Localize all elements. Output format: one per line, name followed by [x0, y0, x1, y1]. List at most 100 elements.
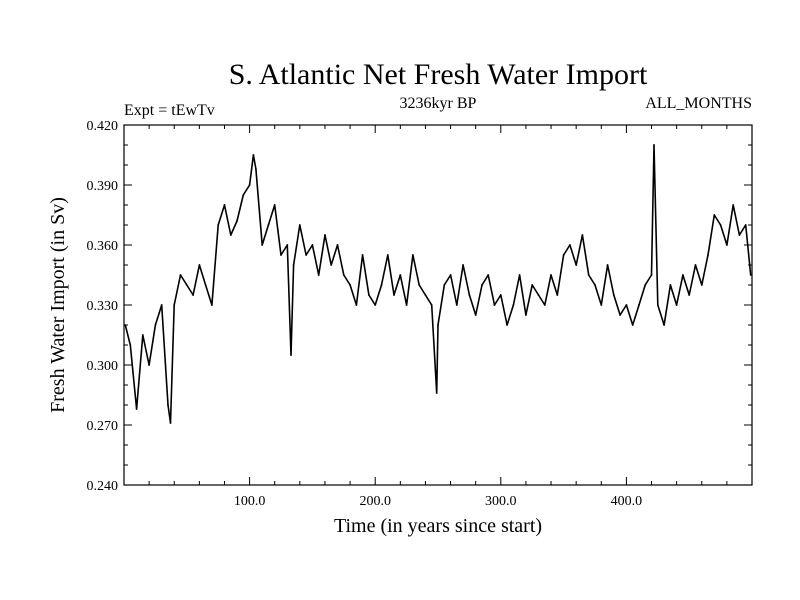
chart-title: S. Atlantic Net Fresh Water Import: [229, 58, 648, 91]
data-point: [738, 234, 741, 236]
data-point: [653, 144, 655, 146]
data-point: [619, 314, 621, 316]
data-point: [236, 220, 238, 222]
data-layer: [124, 144, 752, 424]
data-point: [169, 422, 172, 424]
data-point: [600, 304, 603, 306]
data-point: [412, 254, 414, 256]
data-point: [248, 184, 251, 186]
data-point: [481, 284, 483, 286]
data-point: [386, 254, 389, 256]
data-point: [179, 274, 182, 276]
x-tick-label: 400.0: [611, 494, 643, 509]
data-point: [342, 274, 345, 276]
data-point: [361, 254, 364, 256]
x-axis-label: Time (in years since start): [334, 515, 542, 537]
data-point: [255, 168, 257, 170]
data-point: [575, 264, 578, 266]
data-point: [631, 324, 634, 326]
data-point: [280, 254, 282, 256]
x-tick-label: 200.0: [359, 494, 391, 509]
data-point: [518, 274, 521, 276]
data-point: [726, 244, 728, 246]
data-point: [261, 244, 264, 246]
data-point: [663, 324, 665, 326]
data-point: [587, 274, 590, 276]
data-point: [211, 304, 213, 306]
data-point: [675, 304, 678, 306]
data-point: [719, 224, 722, 226]
data-point: [324, 234, 326, 236]
data-point: [449, 274, 452, 276]
data-point: [688, 294, 691, 296]
data-point: [223, 204, 226, 206]
data-point: [556, 294, 559, 296]
data-point: [286, 244, 289, 246]
data-point: [217, 224, 220, 226]
data-point: [273, 204, 276, 206]
data-point: [443, 284, 446, 286]
data-point: [744, 224, 747, 226]
data-point: [292, 264, 295, 266]
data-point: [537, 294, 540, 296]
data-point: [252, 154, 255, 156]
data-point: [405, 304, 408, 306]
y-tick-label: 0.300: [87, 359, 119, 374]
data-point: [298, 224, 301, 226]
data-point: [732, 204, 735, 206]
data-point: [399, 274, 402, 276]
data-point: [204, 284, 207, 286]
data-point: [330, 264, 333, 266]
data-point: [455, 304, 458, 306]
series-line-0: [124, 144, 752, 424]
plot-frame: [123, 124, 753, 486]
data-point: [242, 194, 245, 196]
data-point: [311, 244, 314, 246]
data-point: [550, 274, 552, 276]
data-point: [644, 284, 647, 286]
data-point: [606, 264, 609, 266]
data-point: [349, 284, 351, 286]
y-tick-label: 0.420: [87, 119, 119, 134]
data-point: [569, 244, 571, 246]
data-point: [317, 274, 320, 276]
data-point: [713, 214, 716, 216]
data-point: [707, 254, 709, 256]
data-point: [336, 244, 339, 246]
data-point: [594, 284, 596, 286]
data-point: [173, 304, 176, 306]
y-tick-label: 0.330: [87, 299, 119, 314]
data-point: [749, 274, 752, 276]
data-point: [525, 314, 527, 316]
data-point: [374, 304, 377, 306]
data-point: [430, 304, 433, 306]
data-point: [368, 294, 370, 296]
data-point: [154, 324, 157, 326]
data-point: [682, 274, 684, 276]
data-point: [650, 274, 653, 276]
data-point: [167, 404, 169, 406]
data-point: [380, 284, 383, 286]
data-point: [435, 392, 438, 394]
data-point: [499, 294, 502, 296]
data-point: [185, 284, 188, 286]
data-point: [612, 294, 615, 296]
data-point: [393, 294, 395, 296]
months-label: ALL_MONTHS: [645, 95, 752, 112]
data-point: [135, 408, 138, 410]
axes-layer: 100.0 200.0 300.0 400.0 0.240 0.270 0.300 0.330…: [87, 119, 752, 509]
data-point: [141, 334, 144, 336]
data-point: [148, 364, 151, 366]
data-point: [468, 294, 471, 296]
data-point: [437, 324, 439, 326]
data-point: [531, 284, 534, 286]
y-tick-label: 0.390: [87, 179, 119, 194]
data-point: [512, 304, 515, 306]
data-point: [192, 294, 195, 296]
data-point: [418, 284, 421, 286]
data-point: [305, 254, 307, 256]
data-point: [290, 354, 292, 356]
data-point: [656, 304, 659, 306]
x-tick-label: 100.0: [234, 494, 266, 509]
